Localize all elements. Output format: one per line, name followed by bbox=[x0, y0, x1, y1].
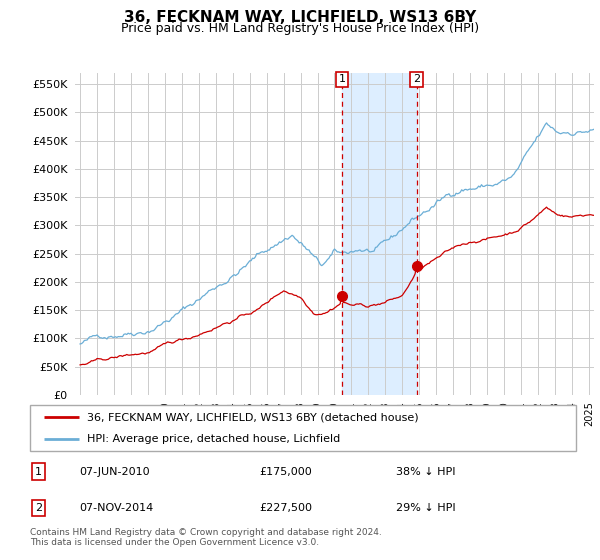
Text: 36, FECKNAM WAY, LICHFIELD, WS13 6BY (detached house): 36, FECKNAM WAY, LICHFIELD, WS13 6BY (de… bbox=[88, 412, 419, 422]
Text: 29% ↓ HPI: 29% ↓ HPI bbox=[396, 503, 455, 513]
Text: 2: 2 bbox=[413, 74, 421, 85]
Text: HPI: Average price, detached house, Lichfield: HPI: Average price, detached house, Lich… bbox=[88, 435, 341, 444]
Text: £227,500: £227,500 bbox=[259, 503, 313, 513]
Text: £175,000: £175,000 bbox=[259, 466, 312, 477]
Text: 1: 1 bbox=[338, 74, 346, 85]
Text: 1: 1 bbox=[35, 466, 41, 477]
Bar bbox=[342, 73, 417, 395]
Text: 07-JUN-2010: 07-JUN-2010 bbox=[79, 466, 150, 477]
Text: Price paid vs. HM Land Registry's House Price Index (HPI): Price paid vs. HM Land Registry's House … bbox=[121, 22, 479, 35]
Text: 36, FECKNAM WAY, LICHFIELD, WS13 6BY: 36, FECKNAM WAY, LICHFIELD, WS13 6BY bbox=[124, 10, 476, 25]
Text: Contains HM Land Registry data © Crown copyright and database right 2024.
This d: Contains HM Land Registry data © Crown c… bbox=[30, 528, 382, 548]
Text: 2: 2 bbox=[35, 503, 42, 513]
FancyBboxPatch shape bbox=[30, 405, 576, 451]
Text: 38% ↓ HPI: 38% ↓ HPI bbox=[396, 466, 455, 477]
Text: 07-NOV-2014: 07-NOV-2014 bbox=[79, 503, 154, 513]
